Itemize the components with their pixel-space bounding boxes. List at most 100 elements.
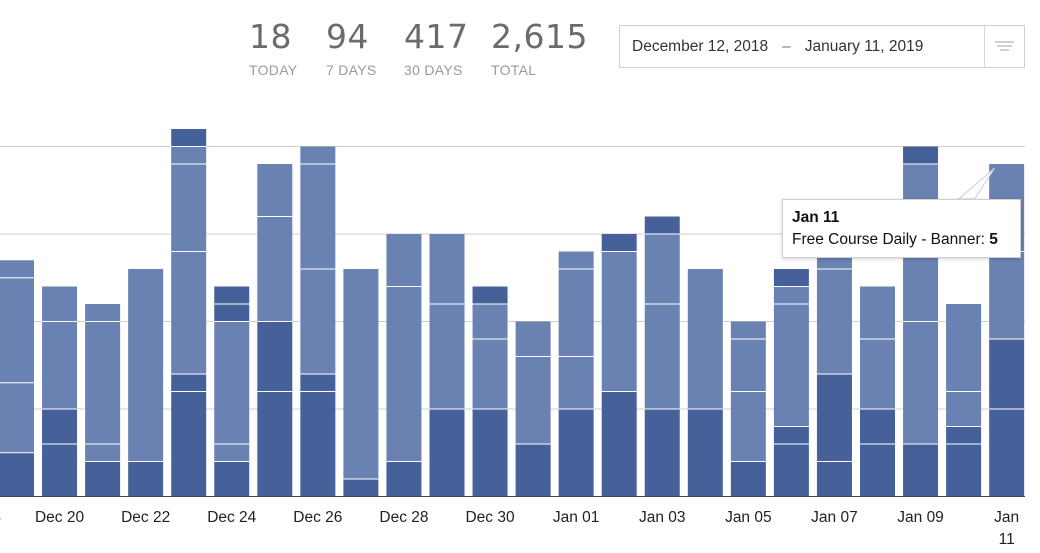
bar-segment bbox=[300, 146, 336, 164]
bar-segment bbox=[515, 444, 551, 497]
bar-segment bbox=[171, 391, 207, 497]
stat-total-value: 2,615 bbox=[491, 17, 588, 56]
bar-segment bbox=[386, 286, 422, 462]
bar-segment bbox=[515, 321, 551, 357]
bar-segment bbox=[214, 304, 250, 322]
bar-segment bbox=[816, 461, 852, 497]
bar-segment bbox=[171, 251, 207, 374]
stat-7-days-value: 94 bbox=[326, 17, 369, 56]
date-range-text[interactable]: December 12, 2018– January 11, 2019 bbox=[632, 38, 923, 56]
stat-today-label: TODAY bbox=[249, 62, 298, 78]
bar-segment bbox=[214, 444, 250, 462]
bar-segment bbox=[85, 304, 121, 322]
bar-segment bbox=[644, 234, 680, 304]
x-tick-label: Jan 07 bbox=[811, 509, 858, 526]
bar-segment bbox=[903, 321, 939, 444]
bar-segment bbox=[171, 129, 207, 147]
stat-total: 2,615 TOTAL bbox=[491, 17, 588, 79]
bar-segment bbox=[860, 339, 895, 409]
bar-segment bbox=[773, 286, 809, 304]
bar-segment bbox=[989, 339, 1025, 409]
bar-segment bbox=[558, 409, 594, 497]
x-tick-label: Jan bbox=[994, 509, 1019, 526]
x-tick-label: Dec 24 bbox=[207, 509, 256, 526]
bar-segment bbox=[903, 146, 939, 164]
bar-segment bbox=[946, 444, 982, 497]
bar-segment bbox=[946, 426, 982, 444]
stat-30-days-value: 417 bbox=[404, 17, 469, 56]
x-tick-label: Dec 30 bbox=[465, 509, 514, 526]
bar-segment bbox=[903, 444, 939, 497]
x-tick-label: Dec 28 bbox=[379, 509, 428, 526]
bar-segment bbox=[171, 164, 207, 252]
date-range-start: December 12, 2018 bbox=[632, 38, 769, 55]
bar-segment bbox=[730, 339, 766, 392]
bar-segment bbox=[816, 269, 852, 374]
bar-segment bbox=[42, 321, 78, 409]
tooltip-series: Free Course Daily - Banner: bbox=[792, 231, 985, 248]
bar-segment bbox=[860, 286, 895, 339]
x-tick-label: Jan 01 bbox=[553, 509, 600, 526]
bar-segment bbox=[860, 409, 895, 444]
bar-segment bbox=[558, 356, 594, 409]
bar-segment bbox=[601, 234, 637, 252]
bar-segment bbox=[687, 409, 723, 497]
bar-segment bbox=[989, 251, 1025, 339]
bar-segment bbox=[386, 234, 422, 287]
x-tick-label: Jan 03 bbox=[639, 509, 686, 526]
bar-segment bbox=[644, 409, 680, 497]
stat-30-days: 417 30 DAYS bbox=[404, 17, 469, 79]
bar-segment bbox=[601, 391, 637, 497]
tooltip-value: 5 bbox=[989, 231, 998, 248]
stat-total-label: TOTAL bbox=[491, 62, 537, 78]
bar-segment bbox=[343, 269, 379, 479]
bar-segment bbox=[472, 339, 508, 409]
date-range-end: January 11, 2019 bbox=[804, 38, 924, 55]
bar-segment bbox=[85, 444, 121, 462]
bar-segment bbox=[0, 277, 34, 383]
bar-segment bbox=[429, 409, 465, 497]
bar-segment bbox=[85, 321, 121, 444]
x-tick-label: Dec 26 bbox=[293, 509, 342, 526]
bar-segment bbox=[644, 216, 680, 234]
bar-segment bbox=[687, 269, 723, 409]
bar-segment bbox=[816, 374, 852, 462]
bar-segment bbox=[257, 216, 293, 322]
date-range-picker[interactable]: December 12, 2018– January 11, 2019 bbox=[619, 25, 1025, 68]
x-tick-label: Jan 05 bbox=[725, 509, 772, 526]
bar-segment bbox=[214, 321, 250, 444]
stat-today: 18 TODAY bbox=[249, 17, 298, 79]
bar-segment bbox=[773, 444, 809, 497]
bar-segment bbox=[171, 146, 207, 164]
x-tick-label: Jan 09 bbox=[897, 509, 944, 526]
bar-segment bbox=[343, 479, 379, 497]
stat-30-days-label: 30 DAYS bbox=[404, 62, 463, 78]
bar-segment bbox=[730, 391, 766, 462]
bar-segment bbox=[214, 461, 250, 497]
bar-segment bbox=[85, 461, 121, 497]
x-tick-label: 8 bbox=[0, 509, 1, 526]
chart-tooltip: Jan 11 Free Course Daily - Banner: 5 bbox=[782, 199, 1021, 258]
bar-segment bbox=[300, 164, 336, 269]
bar-segment bbox=[0, 452, 34, 497]
bar-segment bbox=[730, 321, 766, 339]
bar-segment bbox=[558, 269, 594, 357]
tooltip-date: Jan 11 bbox=[792, 209, 840, 226]
bar-segment bbox=[429, 304, 465, 409]
bar-segment bbox=[989, 409, 1025, 497]
bar-segment bbox=[257, 391, 293, 497]
bar-segment bbox=[773, 269, 809, 287]
bar-segment bbox=[946, 304, 982, 392]
bar-segment bbox=[0, 260, 34, 278]
bar-segment bbox=[386, 461, 422, 497]
bar-segment bbox=[515, 356, 551, 444]
bar-segment bbox=[257, 164, 293, 217]
date-range-menu-button[interactable] bbox=[984, 26, 1024, 67]
stat-today-value: 18 bbox=[249, 17, 292, 56]
bar-segment bbox=[300, 391, 336, 497]
bar-segment bbox=[300, 374, 336, 392]
stat-7-days-label: 7 DAYS bbox=[326, 62, 377, 78]
bar-segment bbox=[42, 409, 78, 444]
bar-segment bbox=[171, 374, 207, 392]
